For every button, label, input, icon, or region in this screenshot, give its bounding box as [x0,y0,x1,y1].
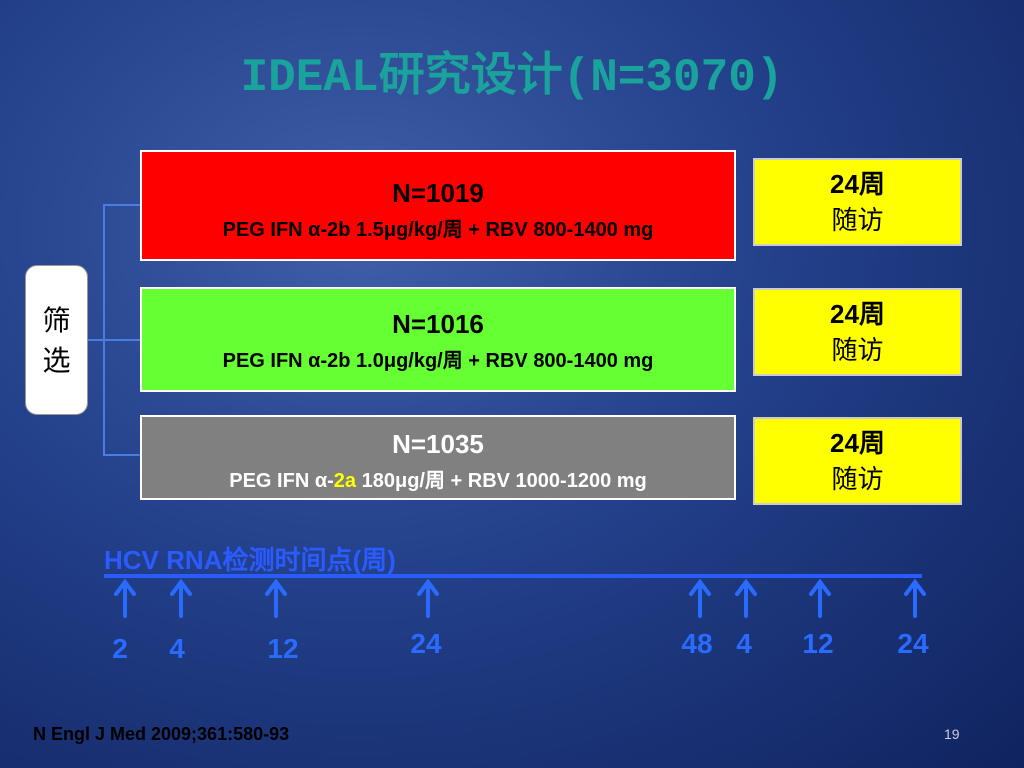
timepoint: 48 [681,628,713,659]
follow-up-weeks: 24周 [830,169,885,199]
timepoint: 24 [410,628,442,659]
follow-up-text: 随访 [831,464,884,494]
arm-n: N=1035 [392,429,484,459]
arm-regimen: PEG IFN α-2b 1.0μg/kg/周 + RBV 800-1400 m… [142,344,734,373]
reference: N Engl J Med 2009;361:580-93 [33,724,290,744]
follow-up-weeks: 24周 [830,299,885,329]
timepoint: 12 [802,628,834,659]
arm-box: N=1016 PEG IFN α-2b 1.0μg/kg/周 + RBV 800… [140,287,736,392]
arrows [114,578,926,618]
regimen-text: PEG IFN α- [229,470,334,492]
regimen-text: PEG IFN α-2b 1.0μg/kg/周 + RBV 800-1400 m… [222,350,654,372]
regimen-text: PEG IFN α-2b 1.5μg/kg/周 + RBV 800-1400 m… [222,219,654,241]
timepoint: 2 [112,633,128,664]
screening-text: 选 [42,345,71,376]
follow-up-weeks: 24周 [830,428,885,458]
screening-text: 筛 [42,305,71,336]
timepoint: 4 [169,633,185,664]
follow-up-text: 随访 [831,335,884,365]
regimen-text: 180μg/周 + RBV 1000-1200 mg [356,470,647,492]
follow-up-box: 24周随访 [753,417,962,505]
follow-up-text: 随访 [831,205,884,235]
timeline-label: HCV RNA检测时间点(周) [104,545,396,575]
screening-box: 筛 选 [25,265,88,415]
timepoint: 24 [897,628,929,659]
timepoint: 12 [267,633,299,664]
arm-box: N=1019 PEG IFN α-2b 1.5μg/kg/周 + RBV 800… [140,150,736,261]
arm-n: N=1019 [392,178,484,208]
arm-regimen: PEG IFN α-2b 1.5μg/kg/周 + RBV 800-1400 m… [142,213,734,242]
follow-up-box: 24周随访 [753,158,962,246]
arm-regimen: PEG IFN α-2a 180μg/周 + RBV 1000-1200 mg [142,464,734,493]
timepoint: 4 [736,628,752,659]
title: IDEAL研究设计(N=3070) [240,52,784,104]
arm-n: N=1016 [392,309,484,339]
regimen-highlight: 2a [333,470,357,492]
arm-box: N=1035 PEG IFN α-2a 180μg/周 + RBV 1000-1… [140,415,736,500]
page-number: 19 [944,726,960,742]
follow-up-box: 24周随访 [753,288,962,376]
